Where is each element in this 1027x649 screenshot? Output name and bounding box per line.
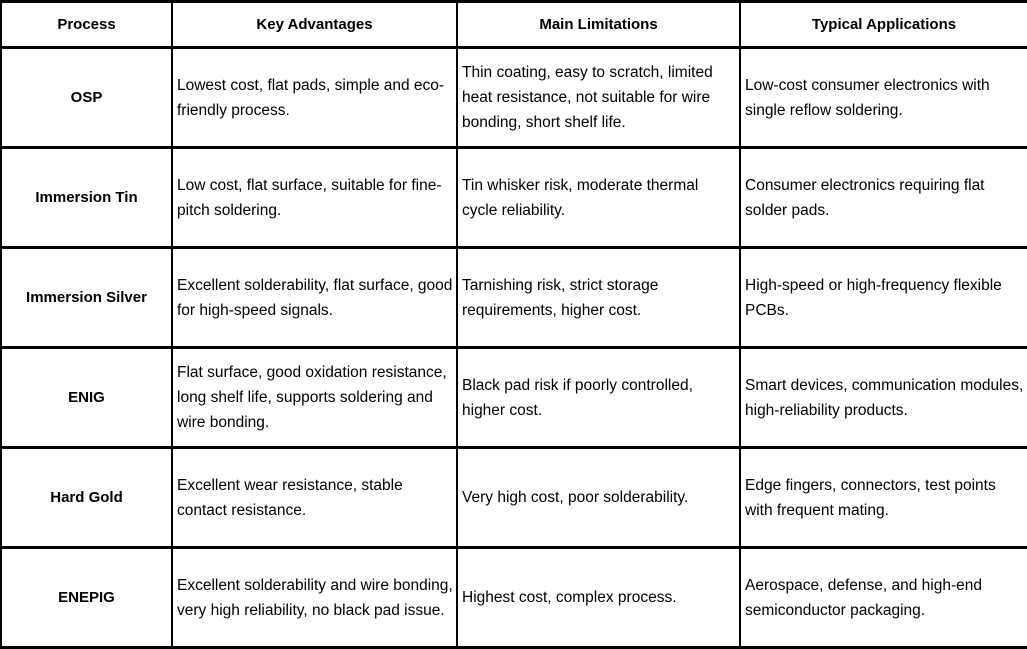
applications-cell: Edge fingers, connectors, test points wi… <box>739 446 1027 549</box>
limitations-cell: Very high cost, poor solderability. <box>456 446 741 549</box>
table-row: ENIG Flat surface, good oxidation resist… <box>0 346 1027 449</box>
process-cell: Immersion Silver <box>0 246 173 349</box>
process-cell: OSP <box>0 46 173 149</box>
applications-cell: Low-cost consumer electronics with singl… <box>739 46 1027 149</box>
advantages-cell: Excellent solderability, flat surface, g… <box>171 246 458 349</box>
table-row: Immersion Silver Excellent solderability… <box>0 246 1027 349</box>
limitations-cell: Black pad risk if poorly controlled, hig… <box>456 346 741 449</box>
column-header-key-advantages: Key Advantages <box>171 0 458 49</box>
table-row: Hard Gold Excellent wear resistance, sta… <box>0 446 1027 549</box>
advantages-cell: Excellent wear resistance, stable contac… <box>171 446 458 549</box>
process-cell: ENEPIG <box>0 546 173 649</box>
applications-cell: High-speed or high-frequency flexible PC… <box>739 246 1027 349</box>
table-row: OSP Lowest cost, flat pads, simple and e… <box>0 46 1027 149</box>
column-header-process: Process <box>0 0 173 49</box>
process-cell: ENIG <box>0 346 173 449</box>
limitations-cell: Tarnishing risk, strict storage requirem… <box>456 246 741 349</box>
column-header-typical-applications: Typical Applications <box>739 0 1027 49</box>
limitations-cell: Thin coating, easy to scratch, limited h… <box>456 46 741 149</box>
table-body: OSP Lowest cost, flat pads, simple and e… <box>0 46 1027 649</box>
advantages-cell: Low cost, flat surface, suitable for fin… <box>171 146 458 249</box>
table-header: Process Key Advantages Main Limitations … <box>0 0 1027 49</box>
header-row: Process Key Advantages Main Limitations … <box>0 0 1027 49</box>
advantages-cell: Lowest cost, flat pads, simple and eco-f… <box>171 46 458 149</box>
table-row: ENEPIG Excellent solderability and wire … <box>0 546 1027 649</box>
applications-cell: Consumer electronics requiring flat sold… <box>739 146 1027 249</box>
limitations-cell: Highest cost, complex process. <box>456 546 741 649</box>
limitations-cell: Tin whisker risk, moderate thermal cycle… <box>456 146 741 249</box>
process-cell: Immersion Tin <box>0 146 173 249</box>
table-row: Immersion Tin Low cost, flat surface, su… <box>0 146 1027 249</box>
applications-cell: Aerospace, defense, and high-end semicon… <box>739 546 1027 649</box>
column-header-main-limitations: Main Limitations <box>456 0 741 49</box>
applications-cell: Smart devices, communication modules, hi… <box>739 346 1027 449</box>
advantages-cell: Excellent solderability and wire bonding… <box>171 546 458 649</box>
advantages-cell: Flat surface, good oxidation resistance,… <box>171 346 458 449</box>
process-cell: Hard Gold <box>0 446 173 549</box>
